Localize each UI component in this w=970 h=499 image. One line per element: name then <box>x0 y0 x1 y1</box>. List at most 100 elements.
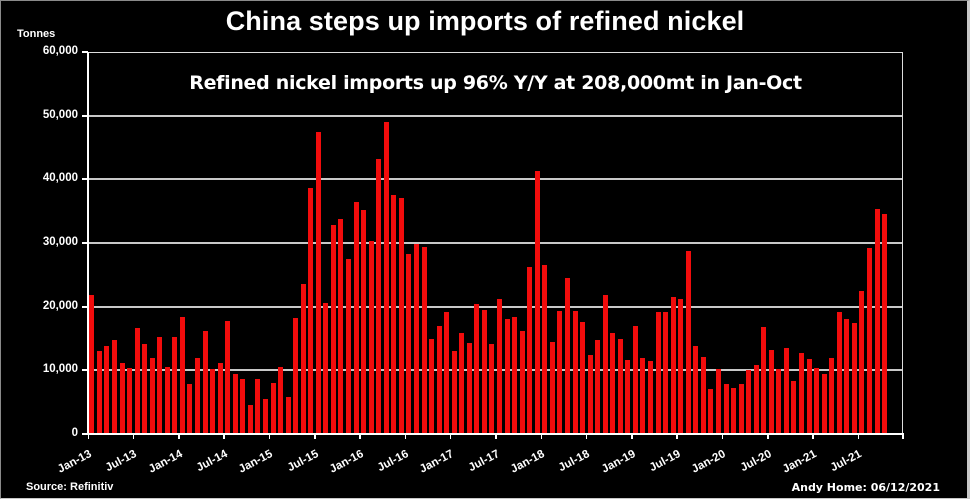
x-tick-mark <box>449 434 452 439</box>
bar <box>602 295 608 434</box>
x-tick-mark <box>676 434 678 439</box>
gridline <box>88 242 903 244</box>
bar <box>157 336 163 434</box>
x-tick-mark <box>359 434 361 439</box>
bar <box>466 342 472 434</box>
bar <box>595 340 601 434</box>
y-axis-label: Tonnes <box>17 28 56 40</box>
bar <box>564 278 570 434</box>
bar <box>179 317 185 434</box>
y-tick-label: 10,000 <box>42 363 78 376</box>
x-tick-mark <box>721 434 724 439</box>
bar <box>164 366 170 434</box>
bar <box>398 197 404 434</box>
bar <box>791 380 797 434</box>
y-tick-mark <box>82 369 88 372</box>
bar <box>836 311 842 434</box>
bar <box>323 303 329 434</box>
bar <box>670 297 676 434</box>
bar <box>829 357 835 434</box>
bar <box>127 368 133 434</box>
x-tick-mark <box>857 434 860 439</box>
bar <box>338 219 344 434</box>
bar <box>187 383 193 434</box>
bar <box>700 356 706 434</box>
bar <box>361 209 367 434</box>
bar <box>315 131 321 434</box>
bar <box>134 328 140 434</box>
bar <box>225 320 231 434</box>
bar <box>368 241 374 434</box>
bar <box>278 367 284 434</box>
x-tick-mark <box>87 434 89 439</box>
bar <box>844 319 850 434</box>
y-tick-mark <box>82 433 88 435</box>
bar <box>587 355 593 434</box>
x-tick-mark <box>132 434 135 439</box>
bar <box>300 283 306 434</box>
x-tick-mark <box>812 434 814 439</box>
gridline <box>88 114 903 117</box>
bar <box>481 309 487 434</box>
x-tick-mark <box>902 434 904 439</box>
bar <box>685 251 691 434</box>
bar <box>429 338 435 434</box>
bar <box>262 398 268 434</box>
gridline <box>88 305 903 308</box>
bar <box>217 362 223 434</box>
y-tick-label: 30,000 <box>42 236 78 248</box>
bar <box>708 388 714 434</box>
bar <box>270 383 276 434</box>
bar <box>859 291 865 434</box>
x-tick-mark <box>314 434 316 439</box>
bar <box>504 318 510 434</box>
x-tick-mark <box>585 434 588 439</box>
bar <box>625 359 631 434</box>
y-tick-mark <box>82 51 88 53</box>
y-tick-mark <box>82 242 88 244</box>
bar <box>678 299 684 434</box>
bar <box>149 358 155 434</box>
bar <box>142 343 148 434</box>
bar <box>512 317 518 434</box>
bar <box>610 333 616 434</box>
bar <box>451 351 457 434</box>
author-credit: Andy Home: 06/12/2021 <box>791 481 940 494</box>
bar <box>383 122 389 434</box>
gridline <box>88 369 903 372</box>
bar <box>104 346 110 434</box>
bar <box>549 341 555 434</box>
bar <box>799 352 804 434</box>
bar <box>731 387 737 434</box>
chart-title: China steps up imports of refined nickel <box>225 6 745 36</box>
y-tick-label: 20,000 <box>42 299 78 312</box>
bar <box>542 265 548 434</box>
bar <box>421 246 427 434</box>
bar <box>240 379 246 434</box>
bar <box>391 195 397 434</box>
bar <box>814 368 820 434</box>
bar <box>308 187 314 434</box>
bar <box>285 397 291 434</box>
bar <box>851 323 857 434</box>
bar <box>247 405 253 434</box>
bar <box>89 294 95 434</box>
bar <box>119 363 125 434</box>
bar <box>663 312 669 434</box>
x-tick-mark <box>540 434 542 439</box>
bar <box>768 349 774 434</box>
bar <box>655 312 661 434</box>
bar <box>444 312 450 434</box>
bar <box>738 384 744 434</box>
bar <box>723 383 729 434</box>
y-tick-label: 60,000 <box>42 45 78 57</box>
bar <box>640 357 646 434</box>
bar <box>353 201 359 434</box>
y-tick-label: 50,000 <box>42 108 78 121</box>
bar <box>293 318 299 434</box>
bar <box>648 361 653 434</box>
y-tick-label: 0 <box>71 427 78 439</box>
y-tick-mark <box>82 305 88 308</box>
bar <box>753 365 759 434</box>
bar <box>436 326 442 434</box>
